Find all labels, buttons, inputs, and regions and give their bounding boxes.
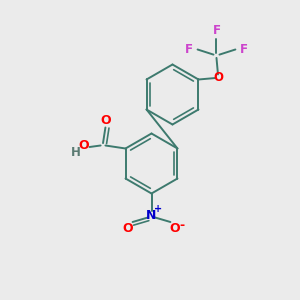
Text: N: N <box>146 208 157 222</box>
Text: H: H <box>71 146 81 159</box>
Text: O: O <box>100 114 111 127</box>
Text: +: + <box>154 204 162 214</box>
Text: F: F <box>185 43 193 56</box>
Text: O: O <box>123 222 134 235</box>
Text: O: O <box>213 71 223 85</box>
Text: F: F <box>240 43 248 56</box>
Text: -: - <box>179 218 184 232</box>
Text: O: O <box>78 139 89 152</box>
Text: O: O <box>169 222 180 235</box>
Text: F: F <box>212 24 220 37</box>
